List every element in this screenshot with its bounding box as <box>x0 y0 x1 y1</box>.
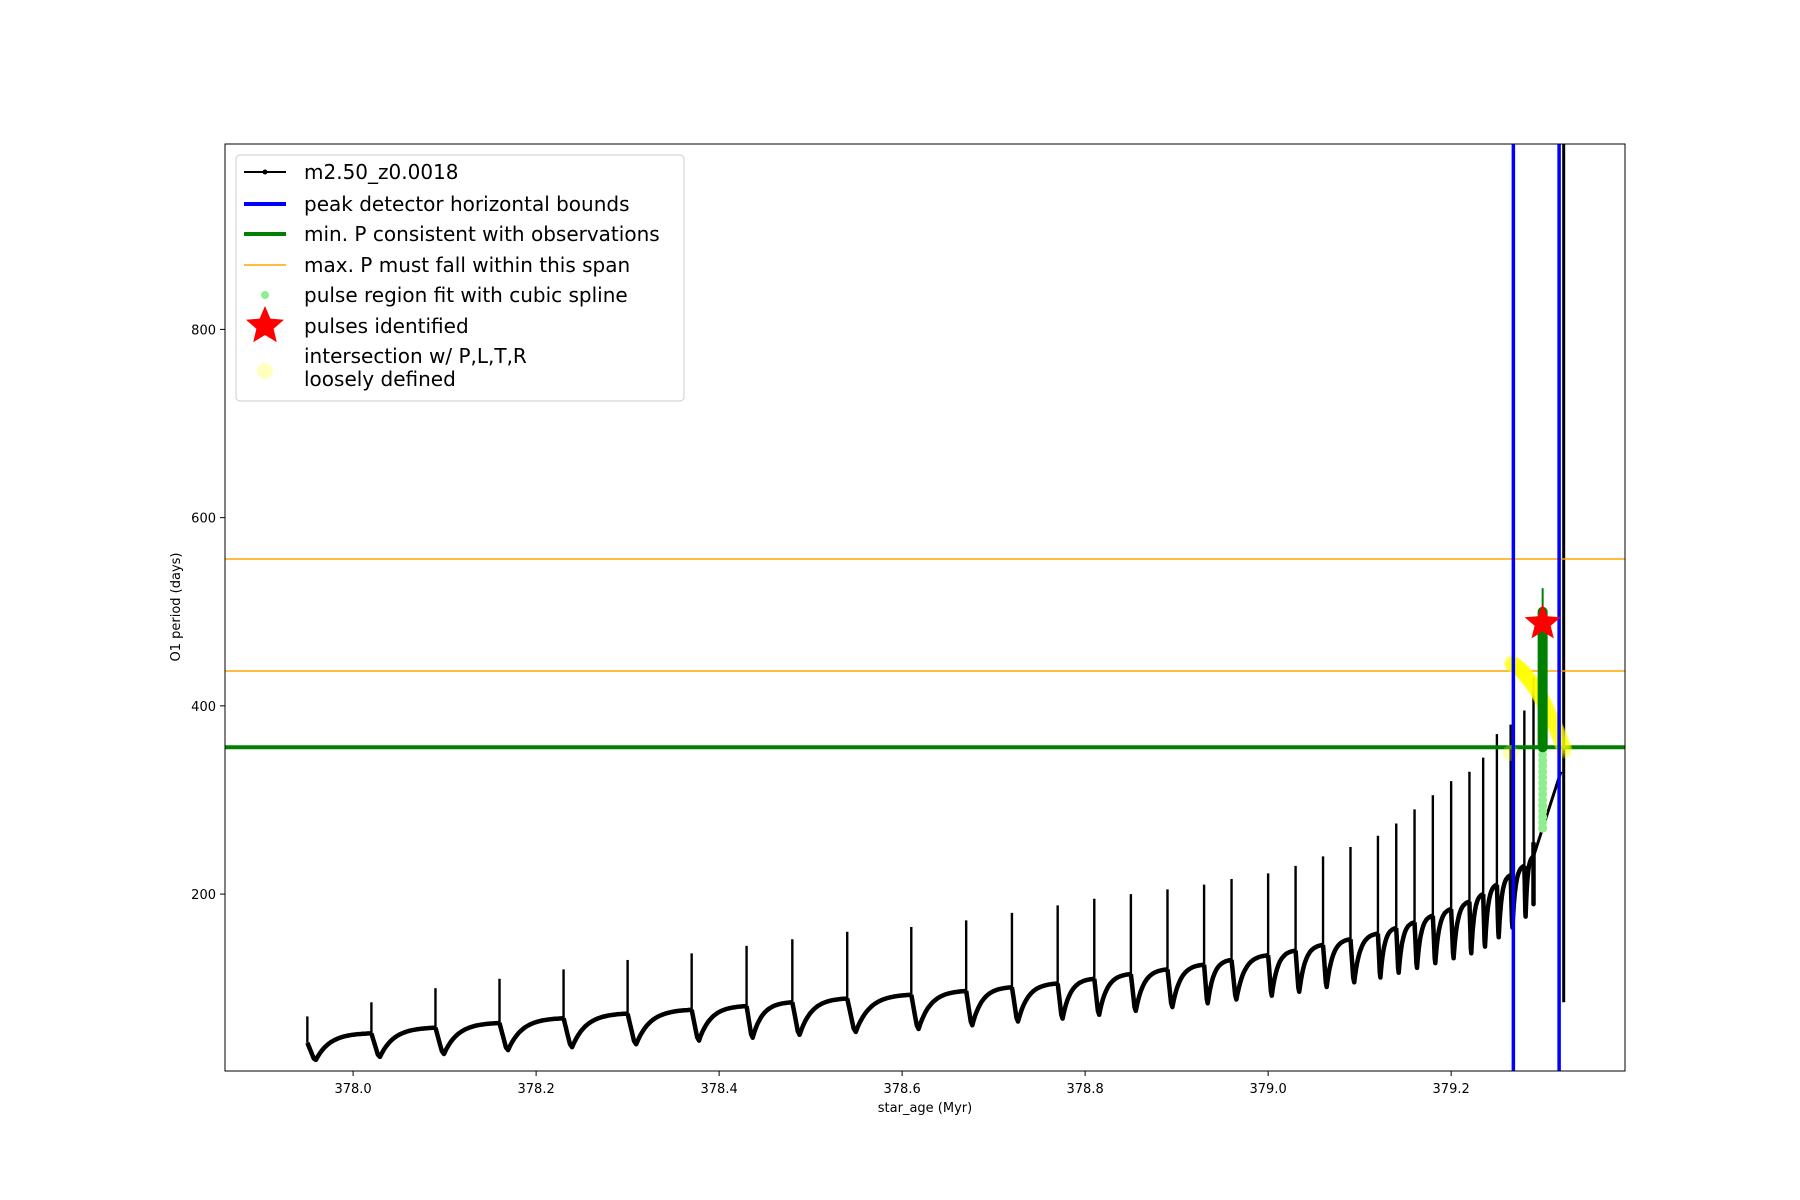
legend-entry-pulses: pulses identified <box>246 306 469 343</box>
pulse-segment <box>1412 913 1435 971</box>
intersection-point <box>1502 744 1519 761</box>
pulse-segment <box>909 988 967 1032</box>
pulse-segment <box>1201 957 1233 1006</box>
legend-entry-min-period: min. P consistent with observations <box>244 222 660 246</box>
pulse-segment <box>1348 931 1380 985</box>
x-tick-label: 378.2 <box>518 1082 555 1097</box>
intersection-point <box>1523 674 1540 691</box>
pulse-segment <box>1467 892 1485 956</box>
pulse-segment <box>1092 971 1132 1018</box>
legend-label: max. P must fall within this span <box>304 253 630 277</box>
y-tick-label: 400 <box>191 700 216 715</box>
intersection-point <box>1520 670 1537 687</box>
pulse-segment <box>1229 952 1270 1002</box>
pulse-segment <box>1375 925 1398 980</box>
legend-label: min. P consistent with observations <box>304 222 660 246</box>
intersection-point <box>1518 667 1535 684</box>
legend-dot-icon <box>262 169 268 175</box>
pulse-segment <box>305 1031 372 1063</box>
y-tick-label: 200 <box>191 888 216 903</box>
legend-label: pulses identified <box>304 314 469 338</box>
pulse-star-marker <box>1524 604 1561 639</box>
pulse-segment <box>1293 942 1325 995</box>
final-rise <box>1532 771 1563 857</box>
legend-label: m2.50_z0.0018 <box>304 160 459 184</box>
legend-label: loosely defined <box>304 367 456 391</box>
intersection-point <box>1512 662 1529 679</box>
intersection-point <box>1517 666 1534 683</box>
x-tick-label: 378.0 <box>334 1082 371 1097</box>
legend-dot-icon <box>257 363 273 379</box>
pulse-segment <box>1165 962 1206 1010</box>
legend-box <box>235 154 685 402</box>
legend-entry-intersection: intersection w/ P,L,T,R loosely defined <box>257 344 527 391</box>
legend-entry-spline: pulse region fit with cubic spline <box>261 283 628 307</box>
pulse-segment <box>845 992 912 1035</box>
y-tick-label: 800 <box>191 323 216 338</box>
x-tick-label: 379.2 <box>1433 1082 1470 1097</box>
pulse-segment <box>689 1003 747 1043</box>
legend-dot-icon <box>261 291 269 299</box>
intersection-point <box>1521 672 1538 689</box>
intersection-point <box>1516 665 1533 682</box>
intersection-point <box>1525 677 1542 694</box>
intersection-point <box>1544 713 1561 730</box>
pulse-segment <box>433 1020 500 1057</box>
intersection-point <box>1522 673 1539 690</box>
intersection-point <box>1552 732 1569 749</box>
pulse-segment <box>963 984 1013 1028</box>
pulse-segment <box>561 1011 628 1050</box>
x-axis: 378.0 378.2 378.4 378.6 378.8 379.0 379.2 <box>334 1071 1470 1097</box>
intersection-point <box>1519 669 1536 686</box>
pulse-segment <box>1055 976 1096 1021</box>
pulse-segment <box>744 1000 794 1040</box>
legend: m2.50_z0.0018 peak detector horizontal b… <box>235 154 685 402</box>
pulse-segment <box>1494 873 1513 940</box>
legend-entry-model: m2.50_z0.0018 <box>244 160 459 184</box>
x-tick-label: 378.6 <box>884 1082 921 1097</box>
pulse-segment <box>1009 981 1059 1024</box>
intersection-point <box>1549 723 1566 740</box>
data-layer <box>225 144 1625 1071</box>
legend-star-icon <box>246 306 284 343</box>
intersection-point <box>1514 663 1531 680</box>
intersection-point <box>1524 676 1541 693</box>
x-tick-label: 378.8 <box>1067 1082 1104 1097</box>
intersection-point <box>1507 657 1524 674</box>
legend-entry-bounds: peak detector horizontal bounds <box>244 192 630 216</box>
y-axis-label: O1 period (days) <box>169 552 184 661</box>
pulse-segment <box>1480 882 1499 949</box>
legend-label: pulse region fit with cubic spline <box>304 283 628 307</box>
legend-label: intersection w/ P,L,T,R <box>304 344 527 368</box>
pulse-segment <box>1393 920 1417 975</box>
intersection-point <box>1503 655 1520 672</box>
pulse-segment <box>1448 899 1472 961</box>
pulse-segment <box>1430 906 1453 966</box>
pulse-segment <box>790 996 848 1038</box>
x-tick-label: 378.4 <box>701 1082 738 1097</box>
intersection-point <box>1511 661 1528 678</box>
pulse-segment <box>1128 967 1169 1014</box>
intersection-point <box>1513 662 1530 679</box>
pulse-segment <box>369 1025 436 1060</box>
pulse-segment <box>1320 937 1352 990</box>
intersection-point <box>1543 711 1560 728</box>
plot-frame <box>224 143 1626 1072</box>
pulse-segment <box>1265 948 1297 998</box>
legend-entry-max-span: max. P must fall within this span <box>244 253 630 277</box>
intersection-point <box>1515 664 1532 681</box>
intersection-point <box>1520 671 1537 688</box>
x-tick-label: 379.0 <box>1250 1082 1287 1097</box>
legend-label: peak detector horizontal bounds <box>304 192 630 216</box>
pulse-segment <box>625 1007 692 1047</box>
y-axis: 200 400 600 800 <box>191 323 225 903</box>
pulse-segment <box>497 1016 564 1053</box>
y-tick-label: 600 <box>191 512 216 527</box>
x-axis-label: star_age (Myr) <box>878 1101 972 1116</box>
